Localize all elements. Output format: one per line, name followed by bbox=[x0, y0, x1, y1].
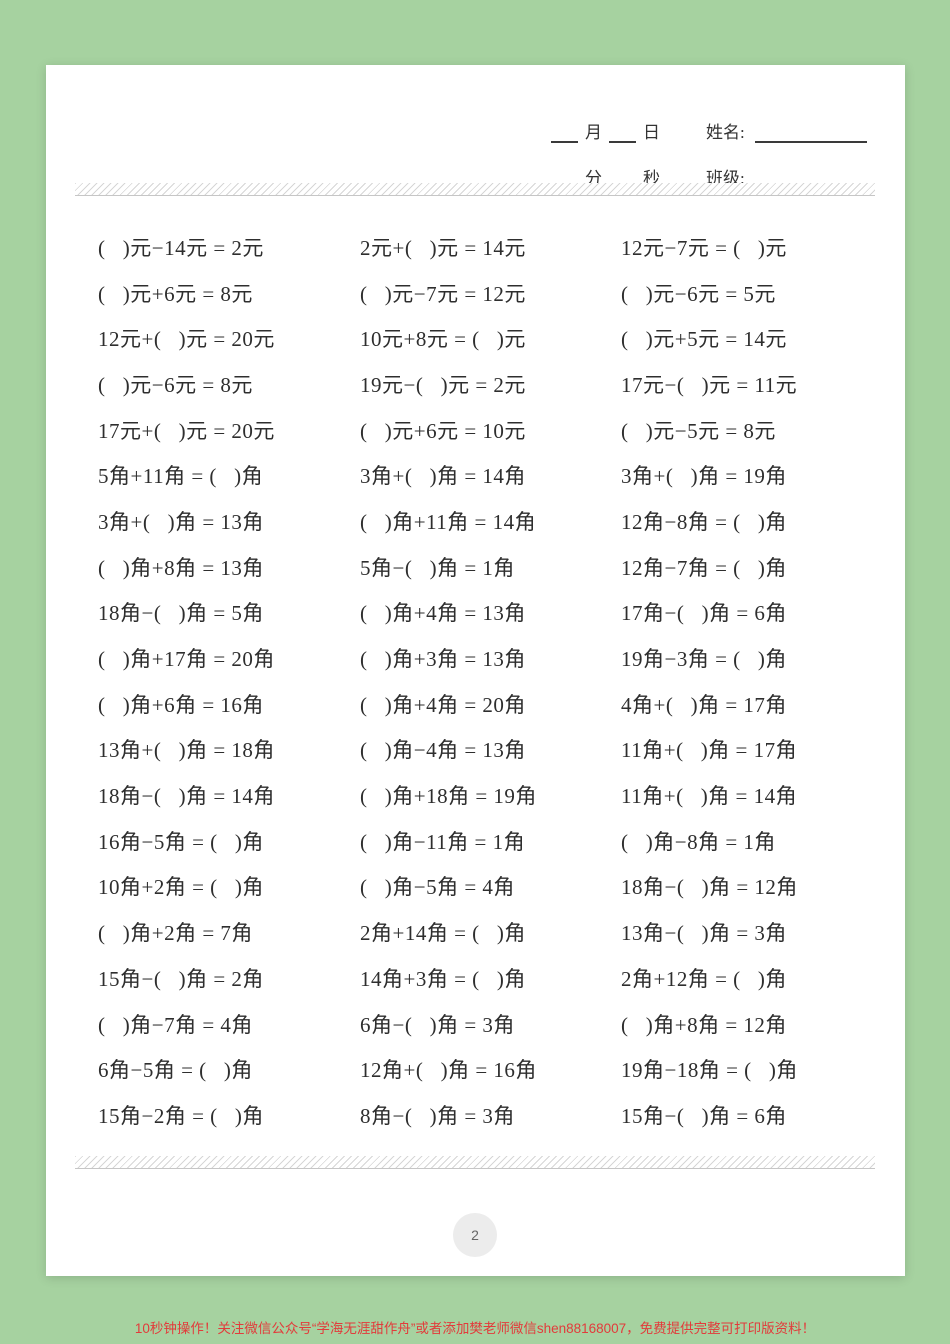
problem-cell: ( )元−7元 = 12元 bbox=[360, 281, 526, 306]
problem-cell: ( )角+8角 = 13角 bbox=[98, 555, 264, 580]
problem-cell: 17元+( )元 = 20元 bbox=[98, 418, 275, 443]
worksheet-paper: 月 日 姓名: 分 秒 班级: ( )元−14元 = 2元 2元+( )元 = … bbox=[46, 65, 905, 1276]
problem-cell: 2角+14角 = ( )角 bbox=[360, 921, 526, 946]
problem-cell: 19元−( )元 = 2元 bbox=[360, 372, 526, 397]
problem-cell: 19角−18角 = ( )角 bbox=[621, 1058, 798, 1083]
problem-cell: 12元−7元 = ( )元 bbox=[621, 235, 787, 260]
name-blank-line bbox=[754, 126, 867, 143]
name-label: 姓名: bbox=[706, 123, 745, 143]
problem-cell: 5角−( )角 = 1角 bbox=[360, 555, 515, 580]
problem-cell: ( )元+5元 = 14元 bbox=[621, 327, 787, 352]
problem-cell: 10元+8元 = ( )元 bbox=[360, 327, 526, 352]
problem-cell: ( )角+17角 = 20角 bbox=[98, 647, 275, 672]
problem-cell: ( )角−4角 = 13角 bbox=[360, 738, 526, 763]
problem-cell: ( )角+8角 = 12角 bbox=[621, 1012, 787, 1037]
problem-cell: 17角−( )角 = 6角 bbox=[621, 601, 787, 626]
problem-cell: 15角−( )角 = 2角 bbox=[98, 966, 264, 991]
problem-cell: ( )角+18角 = 19角 bbox=[360, 784, 537, 809]
problem-cell: 3角+( )角 = 14角 bbox=[360, 464, 526, 489]
problem-cell: 2元+( )元 = 14元 bbox=[360, 235, 526, 260]
month-label: 月 bbox=[585, 123, 602, 143]
problem-cell: 14角+3角 = ( )角 bbox=[360, 966, 526, 991]
problem-cell: 18角−( )角 = 14角 bbox=[98, 784, 275, 809]
problem-cell: ( )角−11角 = 1角 bbox=[360, 829, 526, 854]
problem-cell: 12角−7角 = ( )角 bbox=[621, 555, 787, 580]
problem-cell: ( )元+6元 = 8元 bbox=[98, 281, 253, 306]
problem-cell: 11角+( )角 = 14角 bbox=[621, 784, 798, 809]
problems-grid: ( )元−14元 = 2元 2元+( )元 = 14元 12元−7元 = ( )… bbox=[46, 224, 905, 1138]
page-number: 2 bbox=[471, 1227, 479, 1243]
problem-cell: 16角−5角 = ( )角 bbox=[98, 829, 264, 854]
header-date-name-line: 月 日 姓名: bbox=[546, 97, 872, 143]
problem-cell: 19角−3角 = ( )角 bbox=[621, 647, 787, 672]
worksheet-header: 月 日 姓名: 分 秒 班级: bbox=[546, 97, 872, 189]
problem-cell: 18角−( )角 = 5角 bbox=[98, 601, 264, 626]
problem-cell: ( )角+2角 = 7角 bbox=[98, 921, 253, 946]
problem-cell: ( )角−8角 = 1角 bbox=[621, 829, 776, 854]
problem-cell: 2角+12角 = ( )角 bbox=[621, 966, 787, 991]
problem-cell: ( )元−5元 = 8元 bbox=[621, 418, 776, 443]
problem-cell: 12角−8角 = ( )角 bbox=[621, 509, 787, 534]
problem-cell: ( )角+3角 = 13角 bbox=[360, 647, 526, 672]
problem-cell: 8角−( )角 = 3角 bbox=[360, 1103, 515, 1128]
problem-cell: 4角+( )角 = 17角 bbox=[621, 692, 787, 717]
problem-cell: 11角+( )角 = 17角 bbox=[621, 738, 798, 763]
problem-cell: ( )元−6元 = 8元 bbox=[98, 372, 253, 397]
problem-cell: 18角−( )角 = 12角 bbox=[621, 875, 798, 900]
problem-cell: 6角−( )角 = 3角 bbox=[360, 1012, 515, 1037]
problem-cell: ( )角+4角 = 13角 bbox=[360, 601, 526, 626]
footer-promo-text: 10秒钟操作！关注微信公众号“学海无涯甜作舟”或者添加樊老师微信shen8816… bbox=[134, 1321, 816, 1336]
page-number-badge: 2 bbox=[453, 1213, 497, 1257]
problem-cell: ( )角+6角 = 16角 bbox=[98, 692, 264, 717]
problem-cell: 13角−( )角 = 3角 bbox=[621, 921, 787, 946]
hatched-divider-bottom bbox=[75, 1156, 875, 1169]
month-blank-line bbox=[551, 126, 578, 143]
problem-cell: 15角−( )角 = 6角 bbox=[621, 1103, 787, 1128]
problem-cell: 12角+( )角 = 16角 bbox=[360, 1058, 537, 1083]
problem-cell: 3角+( )角 = 19角 bbox=[621, 464, 787, 489]
hatched-divider-top bbox=[75, 183, 875, 196]
problem-cell: ( )角+4角 = 20角 bbox=[360, 692, 526, 717]
problem-cell: 17元−( )元 = 11元 bbox=[621, 372, 798, 397]
day-blank-line bbox=[609, 126, 636, 143]
problem-cell: ( )角+11角 = 14角 bbox=[360, 509, 537, 534]
problem-cell: ( )元−14元 = 2元 bbox=[98, 235, 264, 260]
day-label: 日 bbox=[643, 123, 660, 143]
problem-cell: ( )元+6元 = 10元 bbox=[360, 418, 526, 443]
problem-cell: ( )元−6元 = 5元 bbox=[621, 281, 776, 306]
problem-cell: 12元+( )元 = 20元 bbox=[98, 327, 275, 352]
problem-cell: 15角−2角 = ( )角 bbox=[98, 1103, 264, 1128]
problem-cell: 6角−5角 = ( )角 bbox=[98, 1058, 253, 1083]
problem-cell: ( )角−5角 = 4角 bbox=[360, 875, 515, 900]
problem-cell: 3角+( )角 = 13角 bbox=[98, 509, 264, 534]
problem-cell: 5角+11角 = ( )角 bbox=[98, 464, 264, 489]
problem-cell: ( )角−7角 = 4角 bbox=[98, 1012, 253, 1037]
problem-cell: 13角+( )角 = 18角 bbox=[98, 738, 275, 763]
problem-cell: 10角+2角 = ( )角 bbox=[98, 875, 264, 900]
